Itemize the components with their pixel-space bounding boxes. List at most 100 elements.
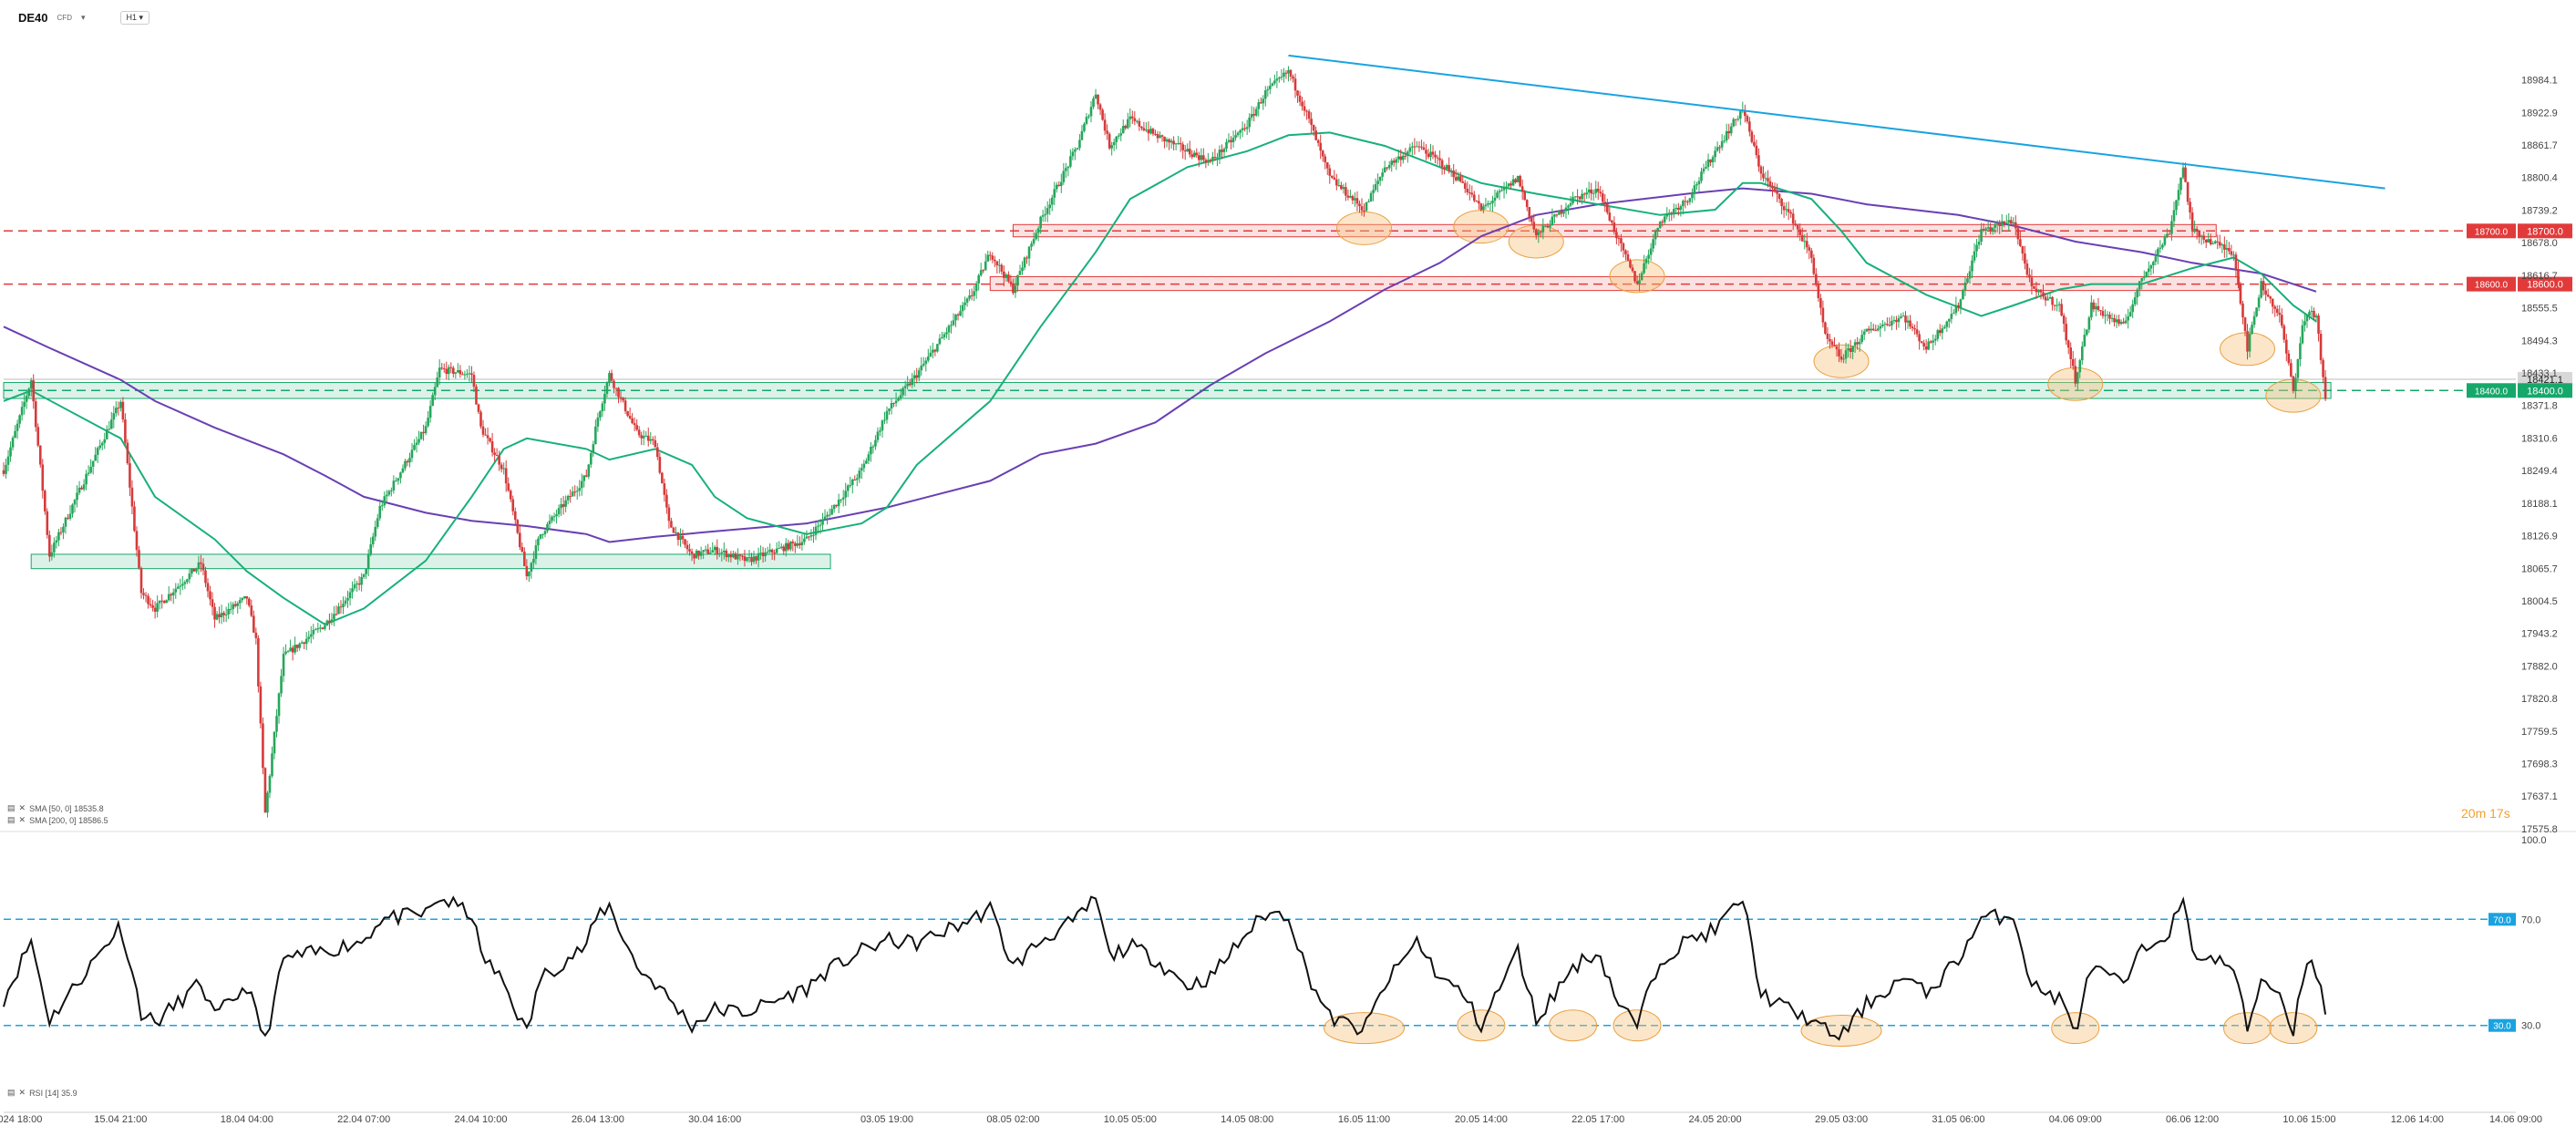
candle-body — [2193, 229, 2196, 230]
candle-body — [2001, 222, 2004, 226]
timeframe-selector[interactable]: H1 ▾ — [120, 11, 150, 25]
instrument-type: CFD — [57, 14, 72, 22]
hide-icon[interactable]: ✕ — [19, 803, 26, 813]
candle-body — [684, 539, 686, 544]
candle-body — [1964, 283, 1967, 290]
rsi-highlight-ellipse — [1324, 1013, 1405, 1044]
candle-body — [1246, 127, 1249, 129]
symbol-label[interactable]: DE40 — [18, 11, 48, 25]
candle-body — [2235, 254, 2238, 269]
x-tick-label: 22.05 17:00 — [1571, 1114, 1624, 1125]
candle-body — [1086, 117, 1088, 124]
candle-body — [541, 534, 544, 535]
candle-body — [1774, 189, 1777, 191]
hide-icon[interactable]: ✕ — [19, 1088, 26, 1098]
candle-body — [243, 596, 246, 598]
candle-body — [1517, 176, 1520, 182]
candle-body — [452, 367, 455, 373]
candle-body — [331, 619, 334, 622]
candle-body — [1627, 254, 1630, 261]
candle-body — [819, 525, 822, 526]
candle-body — [257, 638, 260, 687]
chevron-down-icon[interactable]: ▾ — [81, 13, 86, 23]
candle-body — [74, 500, 77, 504]
candle-body — [1230, 140, 1232, 142]
candle-body — [1438, 159, 1441, 160]
candle-body — [44, 491, 46, 511]
candle-body — [2140, 278, 2143, 282]
candle-body — [1303, 107, 1306, 111]
candle-body — [292, 647, 294, 652]
candle-body — [1042, 215, 1045, 217]
candle-body — [1934, 339, 1937, 341]
candle-body — [638, 429, 641, 435]
candle-body — [204, 571, 207, 584]
candle-body — [1290, 70, 1293, 77]
candle-body — [2125, 320, 2128, 323]
candle-body — [1202, 155, 1205, 160]
candle-body — [1783, 206, 1786, 210]
candle-body — [2058, 304, 2061, 305]
candle-body — [847, 486, 850, 491]
candle-body — [891, 403, 893, 408]
candle-body — [535, 545, 538, 559]
legend-rsi[interactable]: ▤✕ RSI [14] 35.9 — [7, 1088, 77, 1098]
hide-icon[interactable]: ✕ — [19, 815, 26, 825]
candle-body — [115, 408, 118, 413]
candle-body — [498, 456, 500, 465]
candle-body — [1395, 160, 1397, 163]
candle-body — [2127, 316, 2129, 320]
candle-body — [1960, 299, 1963, 307]
candle-body — [1592, 193, 1595, 194]
candle-body — [1007, 274, 1010, 281]
candle-body — [449, 367, 452, 368]
candle-body — [1379, 177, 1382, 181]
candle-body — [682, 536, 685, 540]
candle-body — [222, 613, 225, 615]
candle-body — [1689, 198, 1692, 201]
candle-body — [941, 337, 943, 338]
candle-body — [1647, 255, 1650, 259]
candle-body — [1090, 107, 1093, 116]
candle-body — [1709, 160, 1712, 162]
candle-body — [1499, 191, 1501, 192]
candle-body — [1496, 192, 1499, 198]
candle-body — [870, 447, 872, 454]
candle-body — [748, 557, 751, 558]
candle-body — [1946, 322, 1949, 327]
candle-body — [1338, 185, 1341, 186]
candle-body — [2097, 306, 2100, 310]
candle-body — [2303, 321, 2306, 325]
rsi-panel: 70.030.0 — [4, 897, 2516, 1047]
candle-body — [1831, 341, 1834, 345]
candle-body — [248, 599, 251, 606]
candle-body — [1898, 318, 1901, 322]
y-tick-label: 17575.8 — [2521, 824, 2558, 835]
grid-icon[interactable]: ▤ — [7, 1088, 15, 1098]
candle-body — [2240, 284, 2242, 304]
grid-icon[interactable]: ▤ — [7, 803, 15, 813]
candle-body — [1452, 170, 1455, 177]
candle-body — [32, 380, 35, 401]
candle-body — [1390, 160, 1393, 165]
legend-sma50[interactable]: ▤✕ SMA [50, 0] 18535.8 — [7, 803, 104, 813]
candle-body — [954, 315, 957, 320]
candle-body — [1296, 90, 1299, 96]
candle-body — [1668, 212, 1671, 213]
candle-body — [207, 583, 210, 591]
candle-body — [2010, 220, 2013, 223]
candle-body — [440, 367, 443, 368]
candle-body — [1519, 176, 1521, 186]
candle-body — [1535, 229, 1538, 235]
candle-body — [631, 418, 634, 423]
candle-body — [2078, 360, 2081, 372]
candle-body — [1136, 121, 1139, 122]
legend-sma200[interactable]: ▤✕ SMA [200, 0] 18586.5 — [7, 815, 108, 825]
grid-icon[interactable]: ▤ — [7, 815, 15, 825]
candle-body — [53, 542, 56, 553]
candle-body — [133, 507, 136, 532]
candle-body — [2219, 242, 2221, 245]
candle-body — [801, 542, 804, 545]
candle-body — [1798, 229, 1801, 234]
